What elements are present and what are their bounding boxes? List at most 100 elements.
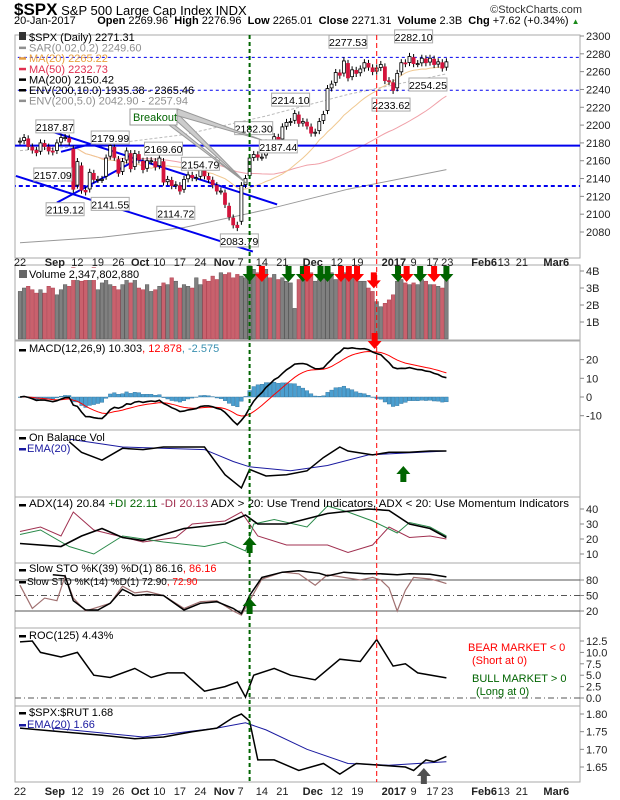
y-tick-label-roc: 5.0 (586, 670, 601, 682)
x-tick-label: 19 (351, 786, 363, 798)
price-label-box (408, 77, 448, 92)
high-label: High (174, 15, 199, 27)
volume-bar (132, 277, 137, 340)
candle (210, 179, 215, 186)
macd-hist-bar (227, 396, 232, 404)
y-tick-label-sto: 80 (586, 575, 598, 587)
candle (350, 69, 355, 78)
macd-hist-bar (83, 396, 88, 408)
volume-bar (313, 280, 318, 340)
candle (116, 159, 121, 174)
macd-hist-bar (124, 391, 129, 398)
macd-hist-bar (214, 396, 219, 399)
candle (362, 62, 367, 69)
candle-legend-icon (19, 32, 26, 40)
macd-hist-bar (112, 392, 117, 398)
price-label-box (180, 156, 220, 171)
volume-bar (243, 277, 248, 340)
arrow-down-icon (254, 266, 269, 282)
volume-bar (87, 270, 92, 340)
volume-bar (345, 272, 351, 340)
candle (419, 57, 424, 64)
volume-bar (222, 274, 228, 340)
macd-hist-bar (206, 395, 211, 398)
macd-hist-bar (300, 387, 305, 398)
macd-hist-bar (366, 395, 371, 398)
candle (87, 171, 92, 190)
price-label-box (144, 141, 183, 156)
volume-bar (17, 291, 23, 340)
volume-bar (231, 277, 236, 340)
candle (186, 174, 191, 180)
volume-bar (165, 284, 170, 340)
macd-hist-bar (329, 389, 334, 398)
volume-bar (378, 306, 383, 340)
x-tick-label: 14 (256, 257, 268, 269)
panel-frame-ratio (14, 705, 581, 783)
sto-legend-2: Slow STO %K(14) %D(1) 72.90, 72.90 (27, 577, 198, 588)
volume-bar (370, 291, 375, 340)
price-label: 2214.10 (272, 95, 310, 107)
y-tick-label-price: 2160 (586, 156, 610, 168)
candle (157, 157, 162, 167)
candle (440, 62, 445, 69)
volume-bar (432, 284, 437, 340)
x-tick-label: 7 (238, 786, 244, 798)
arrow-up-icon (416, 768, 431, 784)
sto-legend-1: Slow STO %K(39) %D(1) 86.16, 86.16 (29, 563, 217, 575)
macd-hist-bar (140, 394, 145, 398)
price-legend-item: SAR(0.02,0.2) 2249.60 (29, 43, 142, 55)
candle (63, 137, 67, 139)
macd-hist-bar (128, 393, 133, 398)
price-label: 2182.30 (235, 124, 273, 136)
arrow-down-icon (367, 333, 382, 349)
price-label: 2233.62 (372, 100, 410, 112)
macd-hist-bar (309, 393, 314, 398)
price-label-box (156, 205, 196, 220)
y-tick-label-macd: 20 (586, 355, 598, 367)
y-tick-label-sto: 50 (586, 591, 598, 603)
macd-hist-bar (75, 396, 80, 403)
candle (399, 62, 404, 73)
volume-bar (280, 277, 285, 340)
x-tick-label: Sep (45, 786, 65, 798)
bull-market-text: BULL MARKET > 0 (472, 673, 566, 685)
macd-hist-bar (235, 396, 240, 408)
macd-hist-bar (157, 394, 162, 398)
high-value: 2276.96 (201, 15, 242, 27)
legend-swatch (19, 581, 26, 584)
candle (194, 177, 199, 180)
price-legend-item: $SPX (Daily) 2271.31 (29, 32, 135, 44)
x-tick-label: Oct (131, 257, 150, 269)
y-tick-label-roc: 10.0 (586, 647, 607, 659)
arrow-down-icon (366, 272, 381, 289)
exchange: INDX (215, 3, 247, 18)
plus-di-value: +DI 22.11 (108, 498, 161, 510)
volume-bar (153, 289, 158, 340)
volume-bar (22, 287, 27, 340)
y-tick-label-vol: 2B (586, 300, 599, 312)
volume-bar (177, 287, 182, 340)
volume-bar (120, 284, 125, 340)
candle (145, 160, 150, 169)
macd-line (19, 346, 447, 426)
trendline (39, 126, 278, 206)
price-label: 2254.25 (409, 80, 447, 92)
roc-legend: ROC(125) 4.43% (29, 630, 114, 642)
adx-value: ADX(14) 20.84 (29, 498, 108, 510)
candle (177, 185, 182, 192)
candle (329, 83, 334, 89)
candle (227, 205, 232, 218)
volume-bar (30, 289, 35, 340)
candle (235, 224, 240, 228)
volume-bar (255, 272, 260, 340)
candle (26, 138, 31, 147)
obv-line (68, 441, 447, 490)
index-name: S&P 500 Large Cap Index (61, 3, 212, 18)
stockcharts-logo[interactable]: ©StockCharts.com (490, 4, 582, 16)
macd-hist-bar (346, 388, 351, 398)
candle (382, 66, 387, 81)
x-tick-label: 14 (256, 786, 268, 798)
macd-hist-bar (436, 396, 441, 402)
legend-swatch (19, 46, 26, 50)
